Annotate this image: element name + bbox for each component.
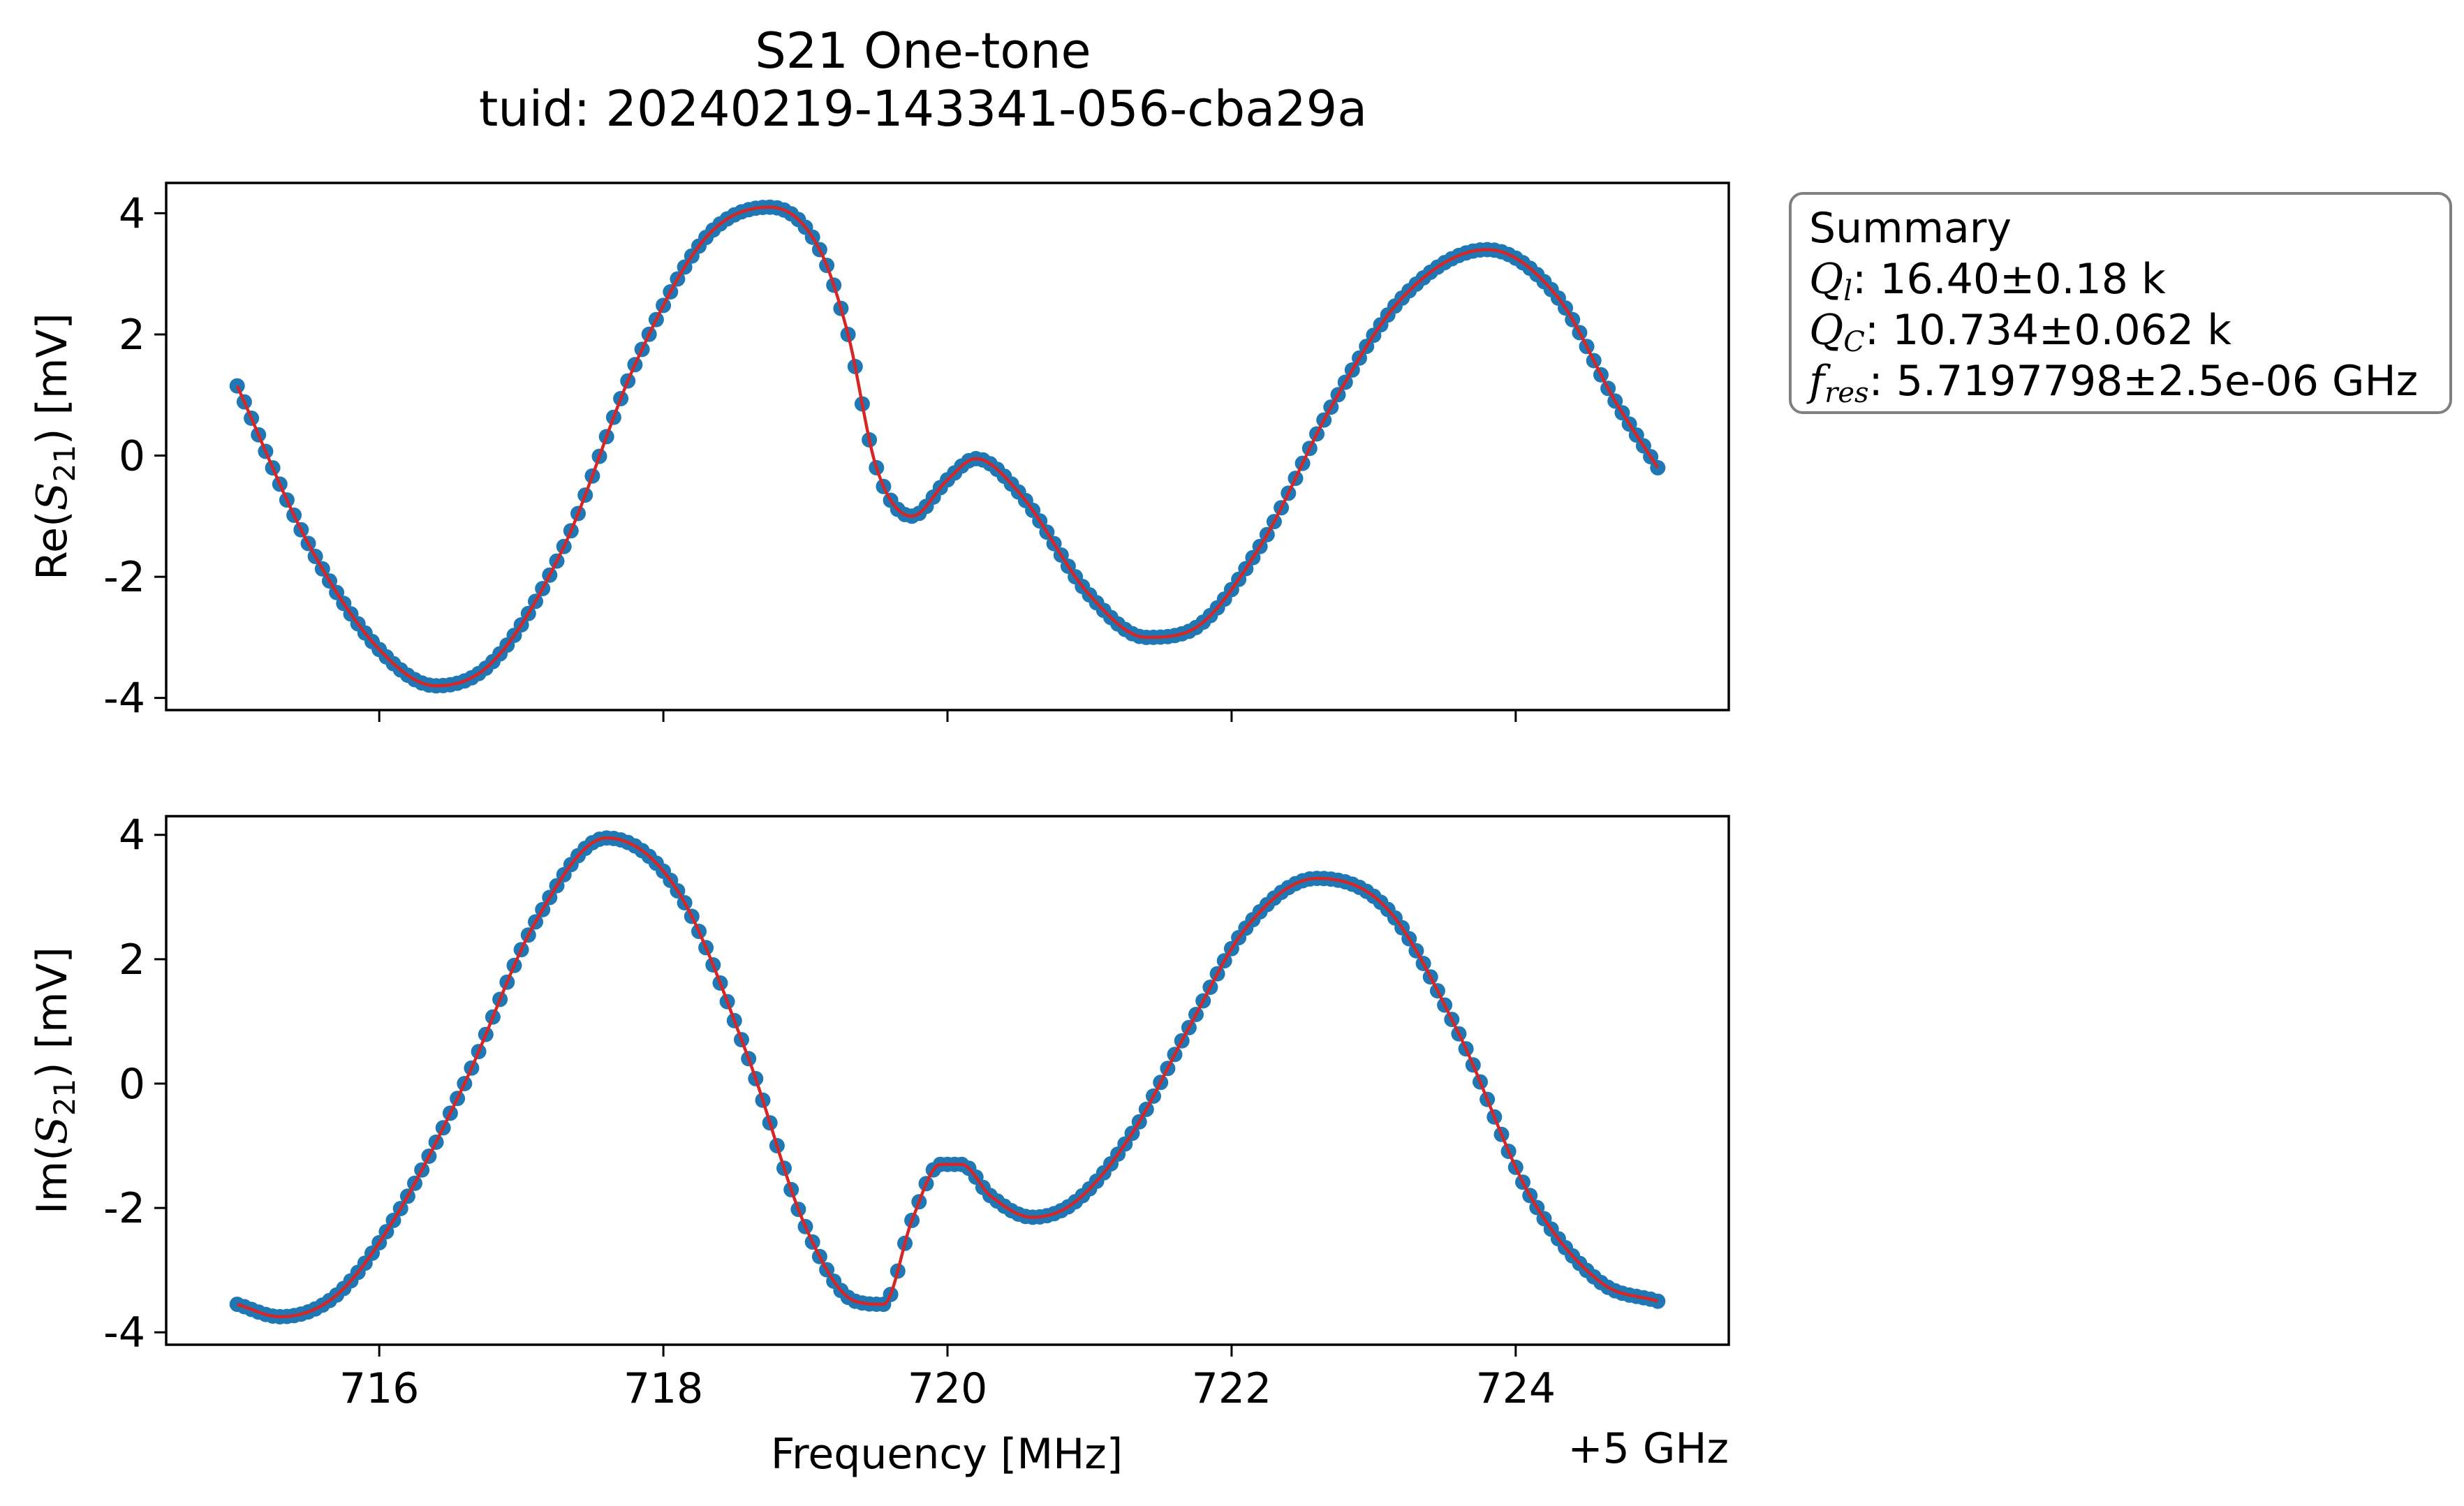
data-points bbox=[229, 199, 1666, 694]
y-tick-label: 2 bbox=[119, 311, 145, 360]
summary-qc-value: : 10.734±0.062 k bbox=[1864, 306, 2231, 355]
x-tick-label: 718 bbox=[624, 1364, 704, 1413]
summary-ql-value: : 16.40±0.18 k bbox=[1852, 255, 2166, 304]
data-points bbox=[229, 830, 1666, 1324]
summary-ql: Ql: 16.40±0.18 k bbox=[1809, 255, 2166, 307]
y-tick-label: 2 bbox=[119, 936, 145, 984]
panels: -4 -2 0 2 4 Re(S21) [mV] -4 -2 0 2 4 716 718 720 722 72… bbox=[28, 182, 1730, 1413]
panel-im: -4 -2 0 2 4 716 718 720 722 724 Im(S21) [mV] bbox=[28, 811, 1730, 1413]
x-tick-label: 722 bbox=[1192, 1364, 1272, 1413]
chart-subtitle: tuid: 20240219-143341-056-cba29a bbox=[479, 80, 1367, 138]
fit-line bbox=[237, 836, 1658, 1319]
y-tick-label: 0 bbox=[119, 1060, 145, 1109]
x-offset-label: +5 GHz bbox=[1567, 1424, 1729, 1473]
x-axis-label: Frequency [MHz] bbox=[771, 1430, 1123, 1479]
x-tick-label: 720 bbox=[908, 1364, 988, 1413]
y-axis-label: Re(S21) [mV] bbox=[28, 313, 82, 580]
y-tick-label: 4 bbox=[119, 811, 145, 860]
y-tick-label: 0 bbox=[119, 432, 145, 481]
y-tick-label: -4 bbox=[103, 674, 145, 723]
summary-fres: fres: 5.7197798±2.5e-06 GHz bbox=[1809, 357, 2419, 409]
summary-fres-value: : 5.7197798±2.5e-06 GHz bbox=[1868, 357, 2419, 406]
x-tick-label: 724 bbox=[1476, 1364, 1556, 1413]
axes-frame bbox=[165, 182, 1730, 711]
y-tick-label: -4 bbox=[103, 1308, 145, 1357]
x-tick-label: 716 bbox=[339, 1364, 420, 1413]
fit-line bbox=[235, 205, 1660, 688]
summary-box: Summary Ql: 16.40±0.18 k QC: 10.734±0.06… bbox=[1789, 192, 2452, 414]
summary-qc: QC: 10.734±0.062 k bbox=[1809, 306, 2231, 358]
chart-title: S21 One-tone bbox=[755, 22, 1091, 80]
y-axis-label: Im(S21) [mV] bbox=[28, 947, 82, 1214]
panel-re: -4 -2 0 2 4 Re(S21) [mV] bbox=[28, 182, 1730, 723]
y-tick-label: -2 bbox=[103, 553, 145, 602]
y-tick-label: -2 bbox=[103, 1184, 145, 1233]
y-tick-label: 4 bbox=[119, 189, 145, 238]
summary-heading: Summary bbox=[1809, 204, 2012, 253]
axes-frame bbox=[165, 815, 1730, 1346]
